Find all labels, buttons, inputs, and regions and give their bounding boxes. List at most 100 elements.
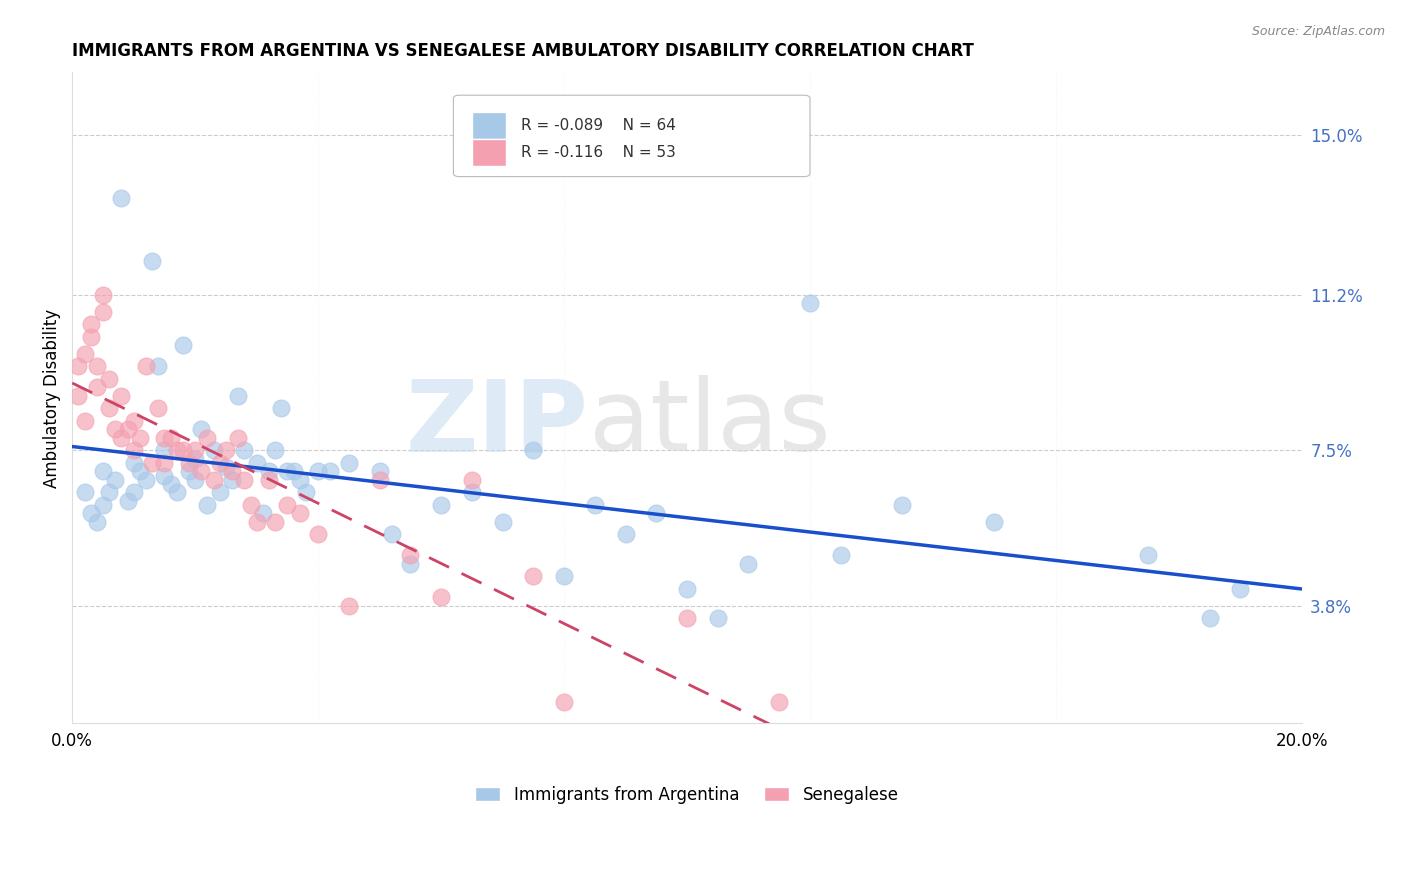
Point xyxy=(117,422,139,436)
Point xyxy=(117,494,139,508)
Point xyxy=(197,498,219,512)
Point xyxy=(1198,611,1220,625)
Point xyxy=(233,473,256,487)
Point xyxy=(246,515,269,529)
Point xyxy=(381,527,404,541)
Point xyxy=(891,498,914,512)
Point xyxy=(276,498,298,512)
Point xyxy=(67,359,90,374)
Point xyxy=(461,485,484,500)
Point xyxy=(98,485,121,500)
Bar xyxy=(472,138,506,166)
Point xyxy=(104,473,127,487)
Point xyxy=(337,599,360,613)
Point xyxy=(159,477,181,491)
Point xyxy=(491,515,513,529)
Point xyxy=(830,549,852,563)
Point xyxy=(461,473,484,487)
Point xyxy=(337,456,360,470)
Point xyxy=(221,465,243,479)
Point xyxy=(307,527,329,541)
Point xyxy=(184,443,207,458)
Legend: Immigrants from Argentina, Senegalese: Immigrants from Argentina, Senegalese xyxy=(467,778,907,812)
Point xyxy=(676,611,699,625)
Point xyxy=(110,389,132,403)
Point xyxy=(184,451,207,466)
Point xyxy=(73,485,96,500)
Point xyxy=(104,422,127,436)
Point xyxy=(79,507,101,521)
Point xyxy=(288,473,311,487)
Point xyxy=(264,443,287,458)
Point xyxy=(319,465,342,479)
Point xyxy=(522,443,544,458)
Point xyxy=(135,473,157,487)
Point xyxy=(98,401,121,416)
Point xyxy=(79,318,101,332)
Point xyxy=(148,401,170,416)
FancyBboxPatch shape xyxy=(453,95,810,177)
Point xyxy=(91,465,114,479)
Point xyxy=(307,465,329,479)
Point xyxy=(983,515,1005,529)
Point xyxy=(614,527,637,541)
Point xyxy=(233,443,256,458)
Point xyxy=(368,465,391,479)
Point xyxy=(122,414,145,428)
Point xyxy=(295,485,318,500)
Point xyxy=(172,443,194,458)
Point xyxy=(799,296,821,310)
Point xyxy=(706,611,728,625)
Point xyxy=(197,431,219,445)
Point xyxy=(288,507,311,521)
Text: atlas: atlas xyxy=(589,376,831,473)
Point xyxy=(153,443,176,458)
Point xyxy=(73,414,96,428)
Point xyxy=(153,456,176,470)
Y-axis label: Ambulatory Disability: Ambulatory Disability xyxy=(44,309,60,488)
Text: R = -0.089    N = 64: R = -0.089 N = 64 xyxy=(522,118,676,133)
Point xyxy=(208,456,231,470)
Point xyxy=(128,431,150,445)
Point xyxy=(98,372,121,386)
Point xyxy=(368,473,391,487)
Point xyxy=(184,473,207,487)
Point xyxy=(177,465,200,479)
Point xyxy=(153,431,176,445)
Point xyxy=(128,465,150,479)
Point xyxy=(122,443,145,458)
Point xyxy=(1137,549,1160,563)
Point xyxy=(141,254,163,268)
Point xyxy=(79,330,101,344)
Point xyxy=(91,305,114,319)
Point xyxy=(553,569,575,583)
Point xyxy=(257,465,280,479)
Point xyxy=(190,422,212,436)
Point xyxy=(141,456,163,470)
Point xyxy=(221,473,243,487)
Point xyxy=(430,591,453,605)
Point xyxy=(399,557,422,571)
Point xyxy=(122,456,145,470)
Point xyxy=(86,380,108,394)
Point xyxy=(226,431,249,445)
Point xyxy=(246,456,269,470)
Point xyxy=(166,485,188,500)
Point xyxy=(91,498,114,512)
Point xyxy=(430,498,453,512)
Point xyxy=(208,485,231,500)
Point xyxy=(226,389,249,403)
Point xyxy=(202,473,225,487)
Point xyxy=(522,569,544,583)
Point xyxy=(122,485,145,500)
Text: ZIP: ZIP xyxy=(406,376,589,473)
Point xyxy=(148,359,170,374)
Point xyxy=(768,696,790,710)
Point xyxy=(172,338,194,352)
Text: R = -0.116    N = 53: R = -0.116 N = 53 xyxy=(522,145,676,160)
Point xyxy=(553,696,575,710)
Point xyxy=(215,460,238,475)
Point xyxy=(110,191,132,205)
Point xyxy=(177,456,200,470)
Point xyxy=(239,498,262,512)
